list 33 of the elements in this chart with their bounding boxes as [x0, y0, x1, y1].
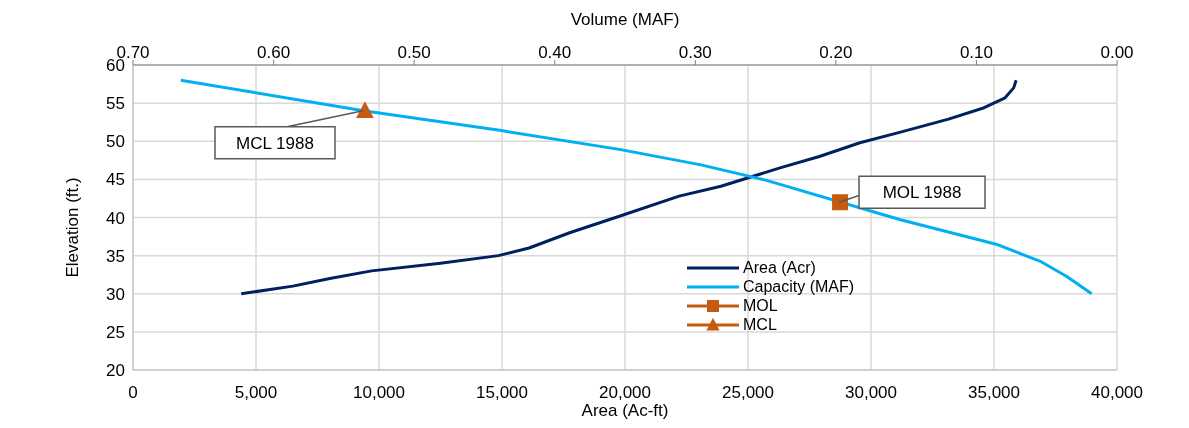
annotation: MCL 1988 — [236, 133, 314, 153]
x-tick-label: 35,000 — [968, 383, 1020, 403]
legend-label: Area (Acr) — [743, 258, 816, 277]
y-tick-label: 55 — [106, 94, 125, 114]
x-tick-label: 25,000 — [722, 383, 774, 403]
x-tick-label: 10,000 — [353, 383, 405, 403]
x2-tick-label: 0.50 — [397, 43, 431, 62]
x2-tick-label: 0.10 — [959, 43, 993, 62]
y-tick-label: 40 — [106, 208, 125, 228]
annotation: MOL 1988 — [882, 183, 962, 203]
y-tick-label: 20 — [106, 361, 125, 381]
y-tick-label: 50 — [106, 132, 125, 152]
y-axis-title: Elevation (ft.) — [63, 177, 83, 278]
x-tick-label: 40,000 — [1091, 383, 1143, 403]
x-tick-label: 20,000 — [599, 383, 651, 403]
y-tick-label: 45 — [106, 170, 125, 190]
legend-label: Capacity (MAF) — [743, 277, 855, 296]
x-tick-label: 5,000 — [234, 383, 278, 403]
x-axis-title: Area (Ac-ft) — [581, 401, 669, 420]
y-tick-label: 30 — [106, 284, 125, 304]
x2-tick-label: 0.40 — [538, 43, 572, 62]
y-tick-label: 25 — [106, 322, 125, 342]
x2-tick-label: 0.30 — [678, 43, 712, 62]
x2-tick-label: 0.20 — [819, 43, 853, 62]
x-tick-label: 30,000 — [845, 383, 897, 403]
x2-tick-label: 0.60 — [257, 43, 291, 62]
legend-label: MOL — [743, 296, 778, 315]
x-tick-label: 15,000 — [476, 383, 528, 403]
x2-axis-title: Volume (MAF) — [570, 10, 680, 30]
y-tick-label: 35 — [106, 246, 125, 266]
x2-tick-label: 0.00 — [1100, 43, 1134, 62]
legend-label: MCL — [743, 315, 777, 334]
x-tick-label: 0 — [128, 383, 138, 403]
